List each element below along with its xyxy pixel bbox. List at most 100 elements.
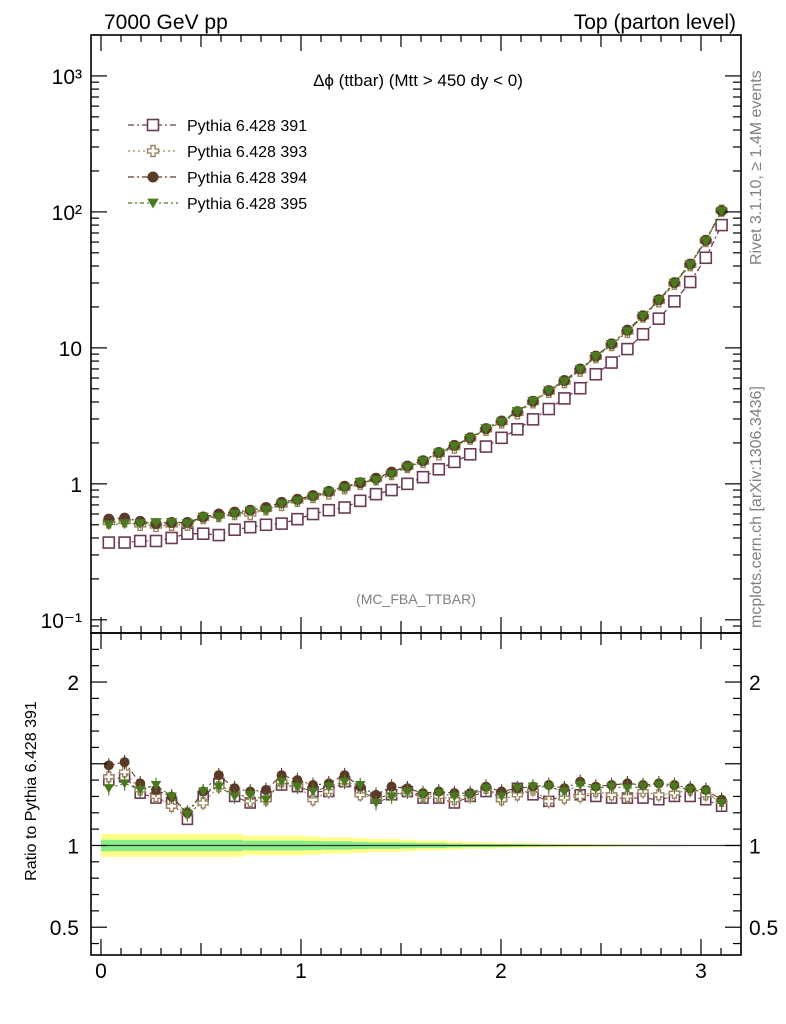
ratio-point (386, 781, 397, 792)
ratio-point (543, 795, 555, 808)
data-point (275, 517, 288, 530)
data-point (275, 499, 288, 510)
data-point (307, 492, 319, 503)
ratio-point (449, 792, 460, 802)
data-point (621, 342, 634, 356)
data-point (668, 295, 681, 308)
ratio-ytick-label: 1 (67, 835, 79, 858)
data-point (243, 520, 257, 534)
ratio-point (605, 789, 618, 801)
ratio-point (244, 790, 256, 800)
data-point (605, 340, 618, 350)
legend-marker (147, 198, 159, 209)
ratio-point (213, 770, 224, 781)
ratio-point (716, 798, 727, 808)
data-point (196, 527, 210, 540)
data-point (637, 311, 649, 322)
x-tick-label: 2 (495, 960, 507, 983)
ratio-point (103, 771, 115, 783)
ratio-point (621, 790, 634, 803)
mcplots-label: mcplots.cern.ch [arXiv:1306.3436] (748, 386, 765, 628)
data-point (479, 440, 493, 453)
ratio-point (433, 789, 445, 799)
data-point (259, 518, 273, 532)
ratio-point (103, 784, 115, 794)
ratio-point (119, 779, 130, 789)
data-point (103, 520, 115, 531)
ratio-point (165, 800, 178, 812)
ratio-series-line (108, 771, 722, 814)
ratio-ytick-label: 2 (67, 672, 79, 695)
data-point (306, 507, 320, 521)
ratio-ytick-label-right: 0.5 (749, 917, 778, 940)
data-point (133, 534, 147, 548)
legend-marker (146, 144, 160, 158)
ratio-point (213, 782, 225, 792)
ratio-ytick-label-right: 1 (749, 835, 761, 858)
main-ytick-label: 1 (70, 474, 82, 497)
data-point (165, 531, 178, 545)
main-panel: 10⁻¹ 1 10 10² 10³ Δϕ (ttbar) (Mtt > 450 dy <… (41, 34, 742, 634)
ratio-panel: 0.5 0.5 1 1 2 2 Ratio to Pythia 6.428 391 (23, 632, 778, 956)
data-point (338, 483, 351, 494)
legend-label: Pythia 6.428 391 (187, 118, 307, 135)
legend-marker (146, 118, 160, 132)
data-point (354, 477, 366, 488)
data-point (212, 528, 226, 542)
series-line (108, 211, 723, 526)
rivet-label: Rivet 3.1.10, ≥ 1.4M events (748, 70, 765, 265)
main-ytick-label: 10⁻¹ (41, 610, 82, 633)
data-point (652, 312, 666, 325)
data-point (715, 206, 728, 217)
legend-label: Pythia 6.428 393 (187, 144, 307, 161)
data-point (574, 365, 586, 376)
data-point (527, 396, 539, 407)
ratio-point (559, 787, 570, 797)
ratio-point (371, 789, 381, 800)
data-point (699, 251, 713, 265)
ratio-point (260, 795, 272, 805)
legend-marker (147, 171, 159, 183)
legend: Pythia 6.428 391 Pythia 6.428 393 Pythia 6… (128, 118, 307, 213)
data-point (322, 503, 336, 517)
ratio-point (276, 777, 287, 787)
ratio-point (402, 787, 413, 797)
data-point (480, 424, 492, 435)
ratio-frame (90, 632, 742, 956)
data-point (370, 476, 382, 486)
data-point (150, 518, 162, 528)
data-point (463, 447, 477, 461)
data-point (573, 381, 587, 395)
main-ytick-label: 10 (59, 338, 82, 361)
ratio-point (197, 787, 209, 797)
ratio-marks (103, 754, 728, 826)
ratio-point (496, 792, 507, 802)
legend-label: Pythia 6.428 394 (187, 170, 307, 187)
ratio-point (370, 798, 382, 808)
data-point (181, 519, 194, 530)
data-point (213, 512, 225, 523)
ratio-point (574, 790, 586, 803)
data-point (102, 536, 116, 549)
ratio-point (622, 784, 633, 794)
ratio-point (590, 784, 602, 794)
x-tick-label: 0 (95, 960, 107, 983)
data-point (149, 534, 163, 548)
ratio-point (574, 781, 586, 791)
data-point (464, 433, 476, 444)
ratio-point (339, 777, 350, 787)
legend-label: Pythia 6.428 395 (187, 196, 307, 213)
ratio-point (134, 785, 146, 795)
ratio-point (417, 790, 429, 800)
data-point (260, 505, 272, 516)
main-ticks: 10⁻¹ 1 10 10² 10³ (41, 34, 741, 634)
data-point (558, 392, 571, 405)
data-point (385, 483, 398, 497)
data-point (542, 402, 556, 416)
data-point (416, 470, 430, 484)
ratio-point (323, 782, 335, 792)
ratio-point (261, 784, 271, 795)
data-point (197, 512, 209, 523)
ratio-ytick-label-right: 2 (749, 672, 761, 695)
